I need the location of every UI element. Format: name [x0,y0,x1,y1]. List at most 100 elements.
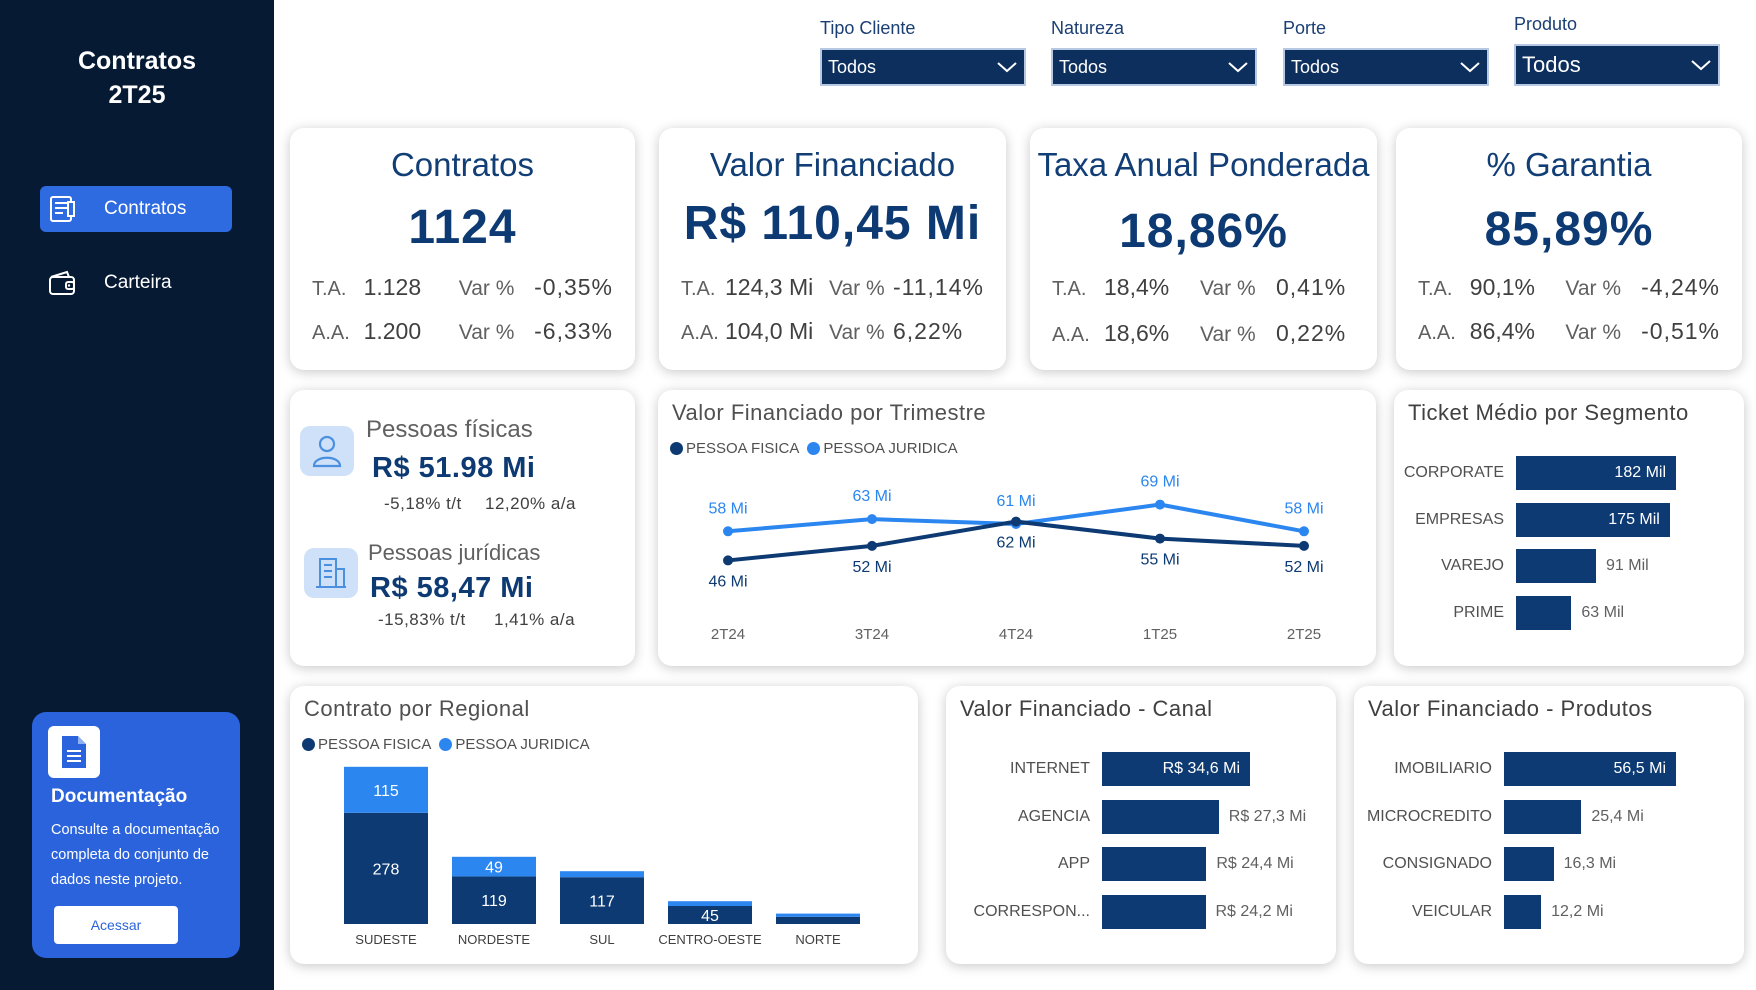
porte-select[interactable]: Todos [1283,48,1489,86]
regional-title: Contrato por Regional [304,696,530,721]
acessar-button[interactable]: Acessar [54,906,178,944]
select-value: Todos [1522,52,1581,77]
legend-item-pf: PESSOA FISICA [302,736,431,753]
tipo-cliente-select[interactable]: Todos [820,48,1026,86]
select-value: Todos [828,56,877,77]
regional-legend: PESSOA FISICA PESSOA JURIDICA [302,736,598,753]
x-tick-label: 2T25 [1287,626,1321,643]
stacked-bar-pj[interactable] [452,856,536,877]
nav-item-contratos[interactable]: Contratos [40,186,232,232]
documentation-title: Documentação [51,786,188,807]
kpi-var-label: Var % [829,277,885,300]
line-chart-title: Valor Financiado por Trimestre [672,400,987,425]
line-point[interactable] [1299,540,1309,551]
kpi-row-ta: T.A. 124,3 Mi Var % -11,14% [681,274,984,301]
regional-chart: 278 115 SUDESTE 119 49 NORDESTE 117 SUL 45 CENTRO… [344,766,860,947]
line-point[interactable] [1011,516,1021,527]
legend-label: PESSOA FISICA [686,440,800,457]
legend-dot [670,442,683,455]
legend-label: PESSOA JURIDICA [823,440,958,457]
stacked-bar-pf[interactable] [560,877,644,924]
pessoas-juridicas-aa: 1,41% a/a [494,610,576,629]
bar-row: PRIME 63 Mil [1394,595,1625,630]
stacked-bar-pj[interactable] [560,871,644,878]
filter-label: Porte [1283,18,1327,38]
nav-item-carteira[interactable]: Carteira [40,260,232,306]
bar[interactable] [1504,847,1554,881]
bar[interactable]: 56,5 Mi [1504,752,1676,786]
line-data-label: 52 Mi [1284,559,1323,576]
bar-row: EMPRESAS 175 Mil [1394,502,1670,537]
line-point[interactable] [1299,526,1309,537]
x-tick-label: 1T25 [1143,626,1177,643]
bar-category-label: VEICULAR [1411,902,1492,920]
kpi-row-ta: T.A. 90,1% Var % -4,24% [1418,274,1720,301]
filter-produto: Produto Todos [1514,14,1720,86]
stacked-bar-pj[interactable] [344,766,428,813]
stacked-bar-pj[interactable] [668,901,752,906]
kpi-value: R$ 110,45 Mi [683,197,982,250]
kpi-var-label: Var % [1565,321,1622,344]
bar[interactable] [1516,595,1572,630]
kpi-label: A.A. [312,322,350,344]
kpi-var-label: Var % [458,321,515,344]
bar-category-label: APP [1057,855,1090,872]
bar-value-label: 182 Mil [1614,464,1666,481]
bar-value-label: 278 [373,861,400,878]
canal-title: Valor Financiado - Canal [960,696,1213,721]
bar-value-label: 91 Mil [1606,557,1649,574]
kpi-ta-value: 18,4% [1104,274,1170,300]
bar-value-label: 63 Mil [1581,603,1625,621]
stacked-bar-pf[interactable] [344,812,428,924]
line-chart: 58 Mi 63 Mi 61 Mi 69 Mi 58 Mi 46 Mi 52 Mi 62 Mi… [708,474,1323,643]
bar-row: CORRESPON... R$ 24,2 Mi [946,894,1293,929]
bar-category-label: AGENCIA [1017,807,1090,825]
line-point[interactable] [867,540,877,551]
kpi-aa-value: 18,6% [1104,320,1170,346]
bar[interactable] [1504,799,1582,834]
line-point[interactable] [867,514,877,525]
natureza-select[interactable]: Todos [1051,48,1257,86]
kpi-value: 1124 [408,201,517,254]
bar[interactable] [1102,894,1206,929]
documentation-card: Documentação Consulte a documentação com… [32,712,240,958]
bar-value-label: 45 [701,908,719,925]
kpi-value: 85,89% [1484,203,1654,256]
produto-select[interactable]: Todos [1514,44,1720,86]
line-data-label: 46 Mi [708,573,747,590]
produtos-title: Valor Financiado - Produtos [1368,696,1653,721]
line-point[interactable] [723,555,733,566]
bar[interactable] [1504,894,1542,929]
report-title-line1: Contratos [77,47,197,75]
canal-card: Valor Financiado - Canal INTERNET R$ 34,6… [946,686,1336,964]
stacked-bar-pj[interactable] [776,913,860,917]
person-icon [300,426,354,476]
kpi-title: % Garantia [1486,146,1652,183]
bar[interactable]: 182 Mil [1516,456,1676,490]
kpi-label: A.A. [681,322,719,344]
bar[interactable] [1102,847,1207,881]
kpi-ta-value: 90,1% [1469,274,1536,300]
legend-item-pj: PESSOA JURIDICA [807,440,958,457]
stacked-bar-pf[interactable] [668,906,752,924]
line-point[interactable] [1155,533,1165,544]
kpi-label: T.A. [1418,278,1453,300]
bar[interactable]: 175 Mil [1516,502,1670,537]
bar[interactable]: R$ 34,6 Mi [1102,752,1250,786]
filter-label: Natureza [1051,18,1125,38]
bar-value-label: R$ 34,6 Mi [1162,760,1240,777]
bar-value-label: 56,5 Mi [1613,760,1666,777]
pessoas-fisicas-value: R$ 51.98 Mi [372,452,536,484]
pessoas-juridicas-value: R$ 58,47 Mi [370,572,534,604]
line-point[interactable] [723,526,733,537]
stacked-bar-pf[interactable] [776,916,860,924]
bar-value-label: 25,4 Mi [1591,807,1644,825]
line-point[interactable] [1155,499,1165,510]
kpi-row-ta: T.A. 18,4% Var % 0,41% [1052,274,1355,301]
stacked-bar-pf[interactable] [452,876,536,924]
kpi-var-label: Var % [458,277,515,300]
nav-item-label: Contratos [104,198,187,219]
kpi-aa-var: 6,22% [893,318,964,344]
bar[interactable] [1516,549,1596,583]
bar[interactable] [1102,799,1219,834]
